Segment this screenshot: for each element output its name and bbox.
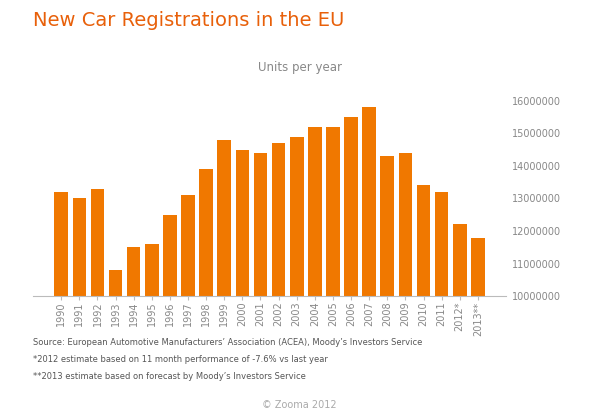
Bar [380, 156, 394, 420]
Text: Units per year: Units per year [258, 61, 341, 74]
Bar [453, 224, 467, 420]
Bar [326, 127, 340, 420]
Bar [344, 117, 358, 420]
Text: Source: European Automotive Manufacturers’ Association (ACEA), Moody’s Investors: Source: European Automotive Manufacturer… [33, 338, 422, 347]
Bar [145, 244, 159, 420]
Bar [181, 195, 195, 420]
Bar [362, 107, 376, 420]
Bar [199, 169, 213, 420]
Bar [163, 215, 177, 420]
Bar [127, 247, 141, 420]
Bar [254, 153, 267, 420]
Bar [55, 192, 68, 420]
Bar [109, 270, 122, 420]
Bar [417, 186, 430, 420]
Text: **2013 estimate based on forecast by Moody’s Investors Service: **2013 estimate based on forecast by Moo… [33, 372, 306, 381]
Bar [90, 189, 104, 420]
Text: New Car Registrations in the EU: New Car Registrations in the EU [33, 10, 344, 29]
Bar [308, 127, 322, 420]
Bar [217, 140, 231, 420]
Bar [272, 143, 285, 420]
Text: © Zooma 2012: © Zooma 2012 [262, 399, 337, 409]
Bar [471, 237, 485, 420]
Bar [398, 153, 412, 420]
Bar [290, 136, 304, 420]
Bar [435, 192, 449, 420]
Bar [72, 198, 86, 420]
Text: *2012 estimate based on 11 month performance of -7.6% vs last year: *2012 estimate based on 11 month perform… [33, 355, 328, 364]
Bar [235, 150, 249, 420]
